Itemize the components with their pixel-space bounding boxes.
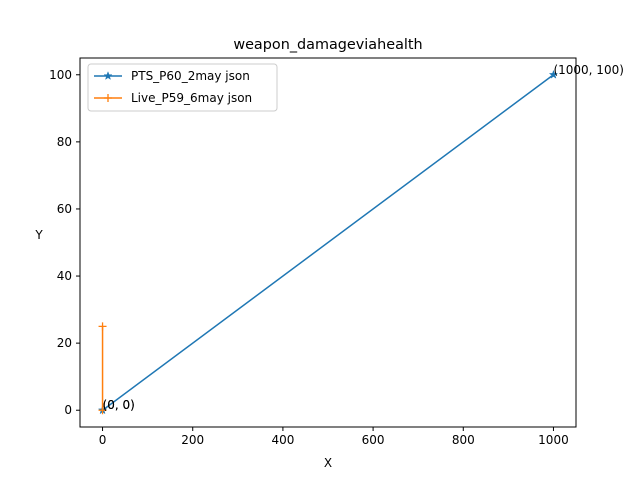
axes-frame: [79, 57, 577, 428]
x-tick-label: 400: [271, 433, 294, 447]
series-line: [102, 74, 554, 411]
data-point-marker: [103, 71, 113, 81]
axis-ticks: 0 200 400 600 800 1000 0 20 40 60 80 100: [49, 68, 569, 447]
y-tick-label: 40: [57, 269, 72, 283]
x-tick-label: 200: [181, 433, 204, 447]
x-tick-label: 600: [362, 433, 385, 447]
y-axis-label: Y: [34, 228, 43, 242]
x-axis-label: X: [324, 456, 332, 470]
y-tick-label: 0: [64, 403, 72, 417]
series-2: [98, 322, 107, 415]
point-annotation: (0, 0): [103, 398, 135, 412]
y-tick-label: 100: [49, 68, 72, 82]
point-annotation: (0, 0): [103, 398, 135, 412]
data-point-marker: [104, 94, 112, 102]
y-tick-label: 60: [57, 202, 72, 216]
legend-box: [87, 63, 278, 112]
legend-entry: Live_P59_6may json: [94, 91, 252, 105]
annotations: (1000, 100)(0, 0)(0, 0): [103, 63, 624, 412]
legend-entry: PTS_P60_2may json: [94, 69, 250, 83]
plot-area: [97, 69, 559, 415]
data-point-marker: [548, 69, 559, 79]
y-tick-label: 20: [57, 336, 72, 350]
legend-label: Live_P59_6may json: [131, 91, 252, 105]
data-point-marker: [98, 406, 107, 415]
legend: PTS_P60_2may json Live_P59_6may json: [87, 63, 278, 112]
x-tick-label: 800: [452, 433, 475, 447]
chart-title: weapon_damageviahealth: [233, 37, 422, 53]
y-tick-label: 80: [57, 135, 72, 149]
data-point-marker: [98, 322, 107, 331]
x-tick-label: 0: [99, 433, 107, 447]
point-annotation: (1000, 100): [553, 63, 623, 77]
legend-label: PTS_P60_2may json: [131, 69, 250, 83]
x-tick-label: 1000: [538, 433, 569, 447]
